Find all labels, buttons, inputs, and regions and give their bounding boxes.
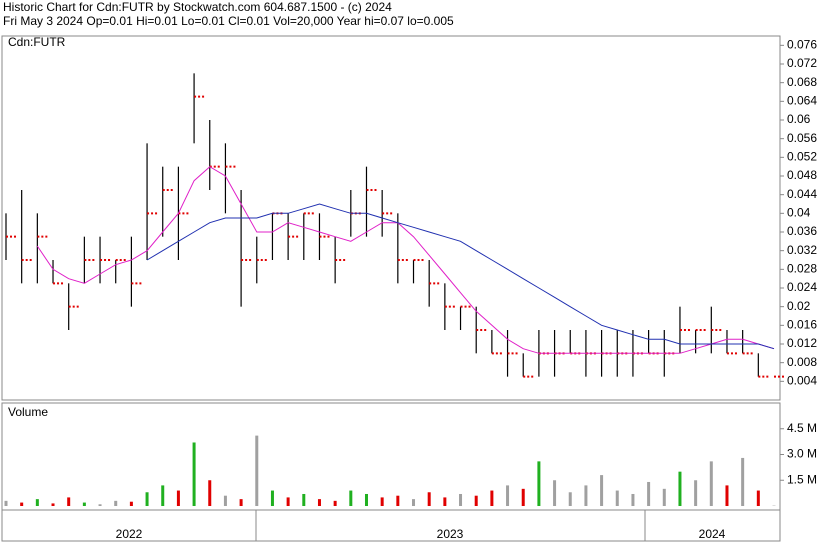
volume-bar <box>412 499 416 506</box>
volume-bar <box>490 490 494 506</box>
volume-bar <box>568 492 572 506</box>
y-tick-label: 0.024 <box>787 280 817 294</box>
volume-bar <box>600 475 604 506</box>
y-tick-label: 1.5 M <box>787 472 817 486</box>
volume-bar <box>270 490 274 506</box>
volume-bar <box>521 488 525 506</box>
volume-bar <box>223 495 227 506</box>
y-tick-label: 0.068 <box>787 75 817 89</box>
y-tick-label: 0.004 <box>787 374 817 388</box>
volume-bar <box>129 501 133 506</box>
volume-bar <box>176 490 180 506</box>
chart-subtitle: Fri May 3 2024 Op=0.01 Hi=0.01 Lo=0.01 C… <box>3 14 454 28</box>
volume-bar <box>286 497 290 506</box>
volume-bar <box>380 497 384 506</box>
y-tick-label: 0.016 <box>787 318 817 332</box>
y-tick-label: 0.048 <box>787 168 817 182</box>
x-tick-label: 2024 <box>699 527 726 541</box>
volume-bar <box>239 499 243 506</box>
y-tick-label: 0.06 <box>787 112 811 126</box>
volume-bar <box>647 481 651 506</box>
volume-bar <box>145 492 149 506</box>
moving-average <box>36 166 775 354</box>
volume-bar <box>709 461 713 506</box>
symbol-label: Cdn:FUTR <box>8 35 66 49</box>
volume-bar <box>98 504 102 506</box>
volume-bar <box>584 485 588 506</box>
volume-bar <box>631 493 635 506</box>
volume-bar <box>255 435 259 506</box>
volume-bar <box>349 490 353 506</box>
chart-title: Historic Chart for Cdn:FUTR by Stockwatc… <box>3 0 392 14</box>
volume-bar <box>474 495 478 506</box>
volume-bar <box>302 493 306 506</box>
volume-bar <box>443 497 447 506</box>
volume-bar <box>725 485 729 506</box>
y-tick-label: 0.04 <box>787 206 811 220</box>
volume-bar <box>364 493 368 506</box>
volume-bar <box>317 499 321 506</box>
volume-bar <box>678 471 682 506</box>
volume-bar <box>537 461 541 506</box>
volume-bar <box>427 492 431 506</box>
volume-bar <box>506 485 510 506</box>
volume-bar <box>756 490 760 506</box>
volume-bar <box>192 442 196 506</box>
volume-bar <box>67 497 71 506</box>
volume-bar <box>662 488 666 506</box>
volume-panel <box>1 402 781 511</box>
volume-bar <box>20 502 24 506</box>
y-tick-label: 0.008 <box>787 355 817 369</box>
y-tick-label: 0.064 <box>787 94 817 108</box>
volume-bar <box>35 499 39 506</box>
y-tick-label: 0.02 <box>787 299 811 313</box>
moving-average <box>146 203 775 350</box>
volume-label: Volume <box>8 405 48 419</box>
volume-bar <box>208 480 212 506</box>
x-tick-label: 2022 <box>116 527 143 541</box>
volume-bar <box>459 493 463 506</box>
volume-bar <box>741 457 745 506</box>
price-panel <box>1 35 781 401</box>
y-tick-label: 0.036 <box>787 224 817 238</box>
volume-bar <box>82 502 86 506</box>
y-tick-label: 0.056 <box>787 131 817 145</box>
y-tick-label: 4.5 M <box>787 421 817 435</box>
y-tick-label: 0.044 <box>787 187 817 201</box>
y-tick-label: 0.052 <box>787 150 817 164</box>
volume-bar <box>51 503 55 506</box>
y-tick-label: 0.012 <box>787 336 817 350</box>
y-tick-label: 0.028 <box>787 262 817 276</box>
y-tick-label: 0.032 <box>787 243 817 257</box>
volume-bar <box>114 500 118 506</box>
y-tick-label: 0.076 <box>787 38 817 52</box>
volume-bar <box>694 480 698 506</box>
volume-bar <box>4 500 8 506</box>
y-tick-label: 3.0 M <box>787 447 817 461</box>
volume-bar <box>615 490 619 506</box>
y-tick-label: 0.072 <box>787 56 817 70</box>
volume-bar <box>553 480 557 506</box>
x-tick-label: 2023 <box>437 527 464 541</box>
volume-bar <box>333 500 337 506</box>
volume-bar <box>161 485 165 506</box>
time-axis <box>1 509 781 542</box>
volume-bar <box>396 495 400 506</box>
